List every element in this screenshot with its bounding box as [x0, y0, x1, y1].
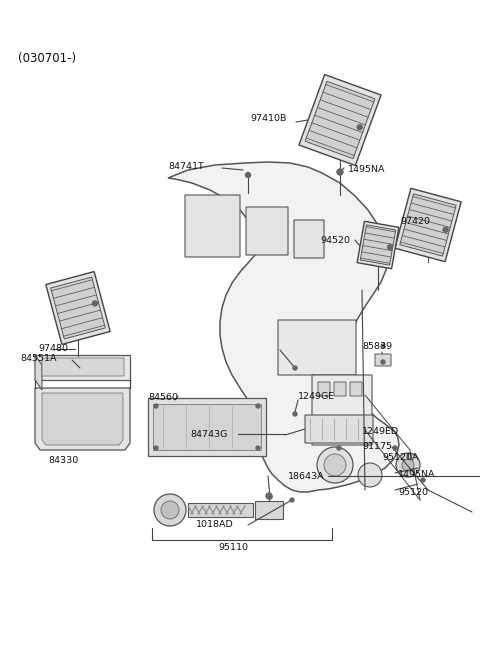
Polygon shape: [168, 162, 399, 492]
Text: 97480: 97480: [38, 344, 68, 353]
Text: 18643A: 18643A: [288, 472, 324, 481]
FancyBboxPatch shape: [278, 320, 356, 375]
FancyBboxPatch shape: [312, 375, 372, 445]
Circle shape: [245, 172, 251, 178]
Polygon shape: [360, 225, 396, 265]
Text: 1249GE: 1249GE: [298, 392, 335, 401]
Polygon shape: [35, 355, 130, 380]
Circle shape: [154, 404, 158, 408]
FancyBboxPatch shape: [350, 382, 362, 396]
Circle shape: [337, 170, 343, 174]
Polygon shape: [35, 355, 42, 390]
FancyBboxPatch shape: [42, 358, 124, 376]
Circle shape: [337, 169, 343, 175]
Polygon shape: [395, 189, 461, 262]
Circle shape: [268, 495, 272, 499]
Circle shape: [317, 447, 353, 483]
Circle shape: [293, 412, 297, 416]
Circle shape: [290, 498, 294, 502]
Bar: [188, 503, 253, 517]
Bar: [153, 404, 261, 450]
Circle shape: [396, 453, 420, 477]
Text: 1249ED: 1249ED: [362, 427, 399, 436]
Text: 91175: 91175: [362, 442, 392, 451]
Text: 84743G: 84743G: [190, 430, 228, 439]
FancyBboxPatch shape: [185, 195, 240, 257]
Circle shape: [93, 301, 97, 306]
Circle shape: [393, 446, 397, 450]
Text: 97410B: 97410B: [250, 114, 287, 123]
Bar: [255, 501, 283, 519]
Text: 84560: 84560: [148, 393, 178, 402]
Circle shape: [154, 494, 186, 526]
FancyBboxPatch shape: [318, 382, 330, 396]
Text: 97420: 97420: [400, 217, 430, 226]
Bar: [148, 398, 266, 456]
Circle shape: [443, 227, 448, 233]
FancyBboxPatch shape: [294, 220, 324, 258]
Text: 84741T: 84741T: [168, 162, 204, 171]
Circle shape: [266, 493, 272, 499]
Text: 85839: 85839: [362, 342, 392, 351]
Circle shape: [421, 478, 425, 482]
Circle shape: [357, 124, 362, 130]
FancyBboxPatch shape: [305, 415, 373, 443]
Circle shape: [358, 463, 382, 487]
Circle shape: [154, 446, 158, 450]
Text: 95110: 95110: [218, 543, 248, 552]
Circle shape: [161, 501, 179, 519]
FancyBboxPatch shape: [334, 382, 346, 396]
Circle shape: [381, 344, 385, 348]
Text: 95120A: 95120A: [382, 453, 419, 462]
Circle shape: [337, 446, 341, 450]
Text: 84330: 84330: [48, 456, 78, 465]
FancyBboxPatch shape: [375, 354, 391, 366]
Circle shape: [293, 366, 297, 370]
Circle shape: [256, 404, 260, 408]
Circle shape: [381, 360, 385, 364]
Circle shape: [324, 454, 346, 476]
Polygon shape: [299, 75, 381, 166]
Polygon shape: [357, 221, 399, 269]
Polygon shape: [400, 194, 456, 256]
Text: 94520: 94520: [320, 236, 350, 245]
Circle shape: [402, 459, 414, 471]
Polygon shape: [305, 81, 375, 159]
Text: 1495NA: 1495NA: [398, 470, 435, 479]
Circle shape: [387, 244, 393, 250]
Polygon shape: [35, 388, 130, 450]
FancyBboxPatch shape: [246, 207, 288, 255]
Text: 84551A: 84551A: [20, 354, 57, 363]
Text: 1018AD: 1018AD: [196, 520, 234, 529]
Circle shape: [256, 446, 260, 450]
Polygon shape: [46, 272, 110, 345]
Text: 95120: 95120: [398, 488, 428, 497]
Text: 1495NA: 1495NA: [348, 165, 385, 174]
Text: (030701-): (030701-): [18, 52, 76, 65]
Polygon shape: [51, 277, 105, 339]
Polygon shape: [42, 393, 123, 445]
